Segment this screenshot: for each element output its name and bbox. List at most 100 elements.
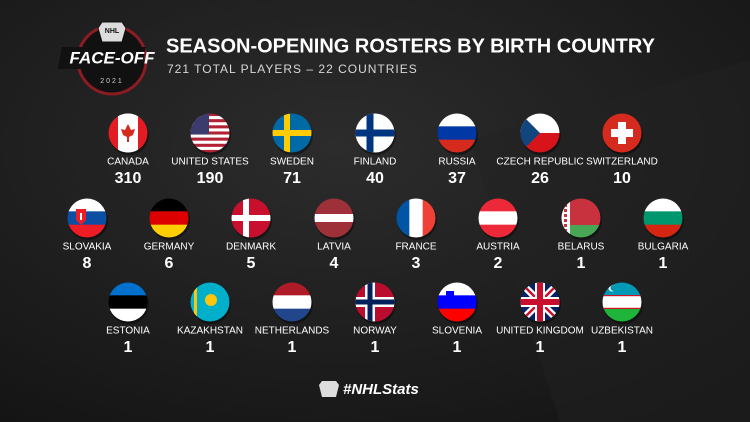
flag-part <box>520 299 560 305</box>
flag-part <box>478 211 518 226</box>
flag-part <box>272 295 312 310</box>
country: DENMARK 5 <box>226 198 276 272</box>
country: KAZAKHSTAN 1 <box>177 282 243 356</box>
player-count: 310 <box>115 170 142 187</box>
country-name: BELARUS <box>558 242 605 253</box>
player-count: 1 <box>371 339 380 356</box>
flag-part <box>149 198 189 212</box>
logo-shield <box>97 21 127 43</box>
player-count: 26 <box>531 170 549 187</box>
player-count: 1 <box>659 255 668 272</box>
flag-part <box>355 129 395 137</box>
flag-part <box>272 282 312 296</box>
country: NETHERLANDS 1 <box>255 282 330 356</box>
flag-part <box>437 113 477 127</box>
flag <box>67 198 107 238</box>
flag-part <box>610 285 617 291</box>
country-name: KAZAKHSTAN <box>177 326 243 337</box>
country-name: UNITED STATES <box>171 157 249 168</box>
country: RUSSIA 37 <box>437 113 478 187</box>
country-name: DENMARK <box>226 242 276 253</box>
hashtag: #NHLStats <box>343 381 419 398</box>
title: SEASON-OPENING ROSTERS BY BIRTH COUNTRY <box>166 35 656 57</box>
flag-part <box>190 149 230 153</box>
country-name: SWEDEN <box>270 157 314 168</box>
flag-part <box>478 198 518 212</box>
player-count: 6 <box>165 255 174 272</box>
player-count: 1 <box>206 339 215 356</box>
country-name: LATVIA <box>317 242 351 253</box>
player-count: 190 <box>197 170 224 187</box>
flag-part <box>643 211 683 226</box>
flag-part <box>190 122 230 126</box>
flag-part <box>422 198 436 238</box>
country-name: UZBEKISTAN <box>591 326 653 337</box>
flag-part <box>564 214 567 217</box>
country-name: CZECH REPUBLIC <box>496 157 583 168</box>
country-name: NETHERLANDS <box>255 326 330 337</box>
flag-part <box>602 295 642 297</box>
flag-part <box>564 219 567 222</box>
player-count: 1 <box>124 339 133 356</box>
logo: NHL FACE-OFF 2021 <box>57 21 156 96</box>
flag <box>272 282 312 322</box>
player-count: 3 <box>412 255 421 272</box>
flag-part <box>446 291 454 301</box>
flag-part <box>437 308 477 322</box>
flag-part <box>409 198 424 238</box>
flag <box>314 198 354 238</box>
country-name: FINLAND <box>354 157 397 168</box>
country-name: RUSSIA <box>438 157 476 168</box>
country-name: UNITED KINGDOM <box>496 326 584 337</box>
flag <box>108 282 148 322</box>
player-count: 37 <box>448 170 466 187</box>
flag <box>437 113 477 153</box>
country: CZECH REPUBLIC 26 <box>496 113 584 187</box>
country-name: SWITZERLAND <box>586 157 658 168</box>
flag <box>643 198 683 238</box>
flag-part <box>564 224 567 227</box>
country: CANADA 310 <box>107 113 149 187</box>
country-name: SLOVENIA <box>432 326 482 337</box>
flag <box>190 113 230 153</box>
logo-text: FACE-OFF <box>70 48 156 67</box>
flag-part <box>67 224 107 238</box>
country: SLOVENIA 1 <box>432 282 482 356</box>
player-count: 4 <box>330 255 339 272</box>
country-name: GERMANY <box>144 242 195 253</box>
flag-part <box>611 129 633 137</box>
flag-part <box>520 113 540 153</box>
flag-part <box>396 198 410 238</box>
player-count: 71 <box>283 170 301 187</box>
flag-part <box>149 224 189 238</box>
flag-part <box>121 124 135 142</box>
player-count: 10 <box>613 170 631 187</box>
country: AUSTRIA 2 <box>476 198 520 272</box>
country-name: AUSTRIA <box>476 242 520 253</box>
country-name: SLOVAKIA <box>63 242 112 253</box>
flag <box>396 198 436 238</box>
flag <box>231 198 271 238</box>
flag-part <box>190 143 230 148</box>
flag-part <box>602 307 642 309</box>
flag-part <box>643 224 683 238</box>
flag-part <box>643 198 683 212</box>
flag-part <box>437 126 477 141</box>
flag-part <box>190 140 230 145</box>
player-count: 1 <box>618 339 627 356</box>
flag-part <box>108 282 148 296</box>
flag-part <box>478 224 518 238</box>
player-count: 5 <box>247 255 256 272</box>
player-count: 8 <box>83 255 92 272</box>
flag <box>190 282 230 322</box>
flag-part <box>190 131 230 135</box>
country: UZBEKISTAN 1 <box>591 282 653 356</box>
flag-part <box>190 146 230 151</box>
logo-band <box>57 47 146 69</box>
footer-shield <box>319 381 339 397</box>
flag-part <box>108 113 119 153</box>
country: ESTONIA 1 <box>106 282 150 356</box>
flag-part <box>355 299 395 305</box>
flag-part <box>602 308 642 322</box>
